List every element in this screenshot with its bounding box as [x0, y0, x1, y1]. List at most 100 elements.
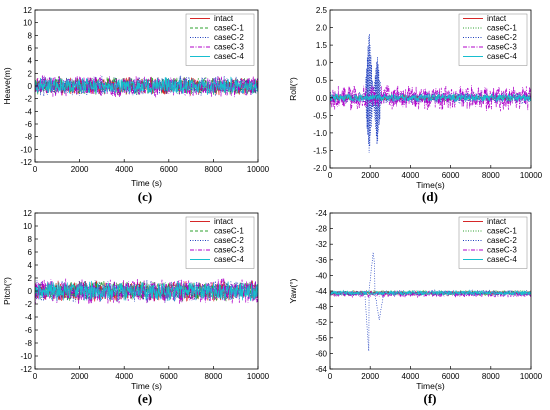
x-tick-label: 0: [33, 372, 38, 381]
x-tick-label: 6000: [442, 171, 460, 180]
y-tick-label: 12: [23, 6, 32, 15]
x-axis-title: Time (s): [131, 178, 162, 188]
y-tick-label: 2.0: [316, 24, 328, 33]
x-tick-label: 10000: [247, 372, 270, 381]
y-tick-label: -48: [315, 303, 327, 312]
y-tick-label: 2.5: [316, 6, 328, 15]
legend-label: caseC-3: [487, 246, 517, 255]
y-tick-label: -1.5: [313, 146, 327, 155]
y-tick-label: -60: [315, 349, 327, 358]
x-tick-label: 0: [328, 372, 333, 381]
x-tick-label: 2000: [71, 372, 89, 381]
legend-label: intact: [214, 14, 234, 23]
series-line-caseC-4: [330, 289, 531, 297]
legend-label: caseC-1: [214, 227, 244, 236]
y-tick-label: -8: [25, 339, 33, 348]
y-tick-label: 8: [28, 235, 33, 244]
chart-panel-3: 0 2000 4000 6000 8000 10000 -64 -60 -56 -52 -48 -44…: [288, 209, 543, 406]
legend-label: caseC-3: [214, 246, 244, 255]
series-group: [35, 278, 258, 305]
legend-label: caseC-1: [487, 227, 517, 236]
legend-label: caseC-2: [214, 33, 244, 42]
y-tick-label: -2: [25, 300, 33, 309]
x-tick-label: 6000: [160, 372, 178, 381]
panel-label: (d): [422, 189, 438, 204]
panel-label: (c): [138, 189, 152, 204]
legend-label: caseC-4: [487, 52, 517, 61]
x-tick-label: 2000: [71, 165, 89, 174]
y-tick-label: 2: [28, 69, 33, 78]
chart-panel-0: 0 2000 4000 6000 8000 10000 -12 -10 -8 -6 -4 -2 0 2 4 6…: [2, 6, 270, 204]
y-tick-label: -6: [25, 326, 33, 335]
y-tick-label: -8: [25, 133, 33, 142]
legend-label: caseC-4: [214, 255, 244, 264]
y-tick-label: -6: [25, 120, 33, 129]
chart-panel-2: 0 2000 4000 6000 8000 10000 -12 -10 -8 -6 -4 -2 0 2 4 6…: [2, 209, 270, 406]
y-tick-label: 12: [23, 209, 32, 218]
y-tick-label: -4: [25, 107, 33, 116]
plot-frame: [329, 9, 532, 169]
y-tick-label: 10: [23, 19, 32, 28]
series-line-caseC-1: [35, 280, 258, 302]
y-tick-label: 6: [28, 248, 33, 257]
y-tick-label: -36: [315, 256, 327, 265]
y-tick-label: -40: [315, 271, 327, 280]
y-tick-label: 2: [28, 274, 33, 283]
panel-label: (e): [138, 391, 152, 406]
y-tick-label: -10: [20, 352, 32, 361]
y-tick-label: -28: [315, 225, 327, 234]
x-tick-label: 10000: [520, 372, 543, 381]
y-tick-label: 10: [23, 222, 32, 231]
panel-label: (f): [424, 391, 437, 406]
series-line-caseC-4: [35, 280, 258, 302]
x-tick-label: 0: [33, 165, 38, 174]
x-tick-label: 8000: [482, 171, 500, 180]
legend-label: intact: [487, 14, 507, 23]
y-tick-label: 4: [28, 57, 33, 66]
chart-panel-1: 0 2000 4000 6000 8000 10000 -2.0 -1.5 -1.0 -0.5 0.…: [288, 6, 543, 204]
legend-label: caseC-4: [487, 255, 517, 264]
x-tick-label: 8000: [205, 372, 223, 381]
x-axis-title: Time (s): [131, 381, 162, 391]
legend-label: intact: [214, 217, 234, 226]
legend-label: caseC-1: [487, 24, 517, 33]
y-axis-title: Heave(m): [2, 67, 12, 104]
x-tick-label: 0: [328, 171, 333, 180]
x-tick-label: 4000: [115, 165, 133, 174]
y-tick-label: -1.0: [313, 129, 327, 138]
series-group: [330, 252, 531, 352]
legend-label: caseC-2: [487, 236, 517, 245]
legend-label: caseC-2: [214, 236, 244, 245]
y-tick-label: 6: [28, 44, 33, 53]
y-axis-title: Yaw(°): [288, 278, 298, 303]
x-tick-label: 8000: [482, 372, 500, 381]
series-line-caseC-4: [330, 92, 531, 103]
y-axis-title: Pitch(°): [2, 277, 12, 305]
y-tick-label: 4: [28, 261, 33, 270]
series-line-caseC-3: [330, 84, 531, 112]
y-tick-label: -52: [315, 318, 327, 327]
series-line-caseC-4: [35, 76, 258, 95]
x-axis-title: Time(s): [416, 381, 445, 391]
legend-label: caseC-4: [214, 52, 244, 61]
y-tick-label: -10: [20, 145, 32, 154]
series-group: [35, 75, 258, 98]
y-tick-label: -2: [25, 95, 33, 104]
y-tick-label: -2.0: [313, 164, 327, 173]
legend-label: intact: [487, 217, 507, 226]
x-axis-title: Time(s): [416, 180, 445, 190]
y-tick-label: -56: [315, 334, 327, 343]
x-tick-label: 2000: [361, 171, 379, 180]
legend-label: caseC-3: [487, 43, 517, 52]
y-tick-label: 8: [28, 31, 33, 40]
x-tick-label: 10000: [247, 165, 270, 174]
y-tick-label: 0.0: [316, 94, 328, 103]
y-tick-label: 1.0: [316, 59, 328, 68]
x-tick-label: 4000: [402, 372, 420, 381]
x-tick-label: 8000: [205, 165, 223, 174]
